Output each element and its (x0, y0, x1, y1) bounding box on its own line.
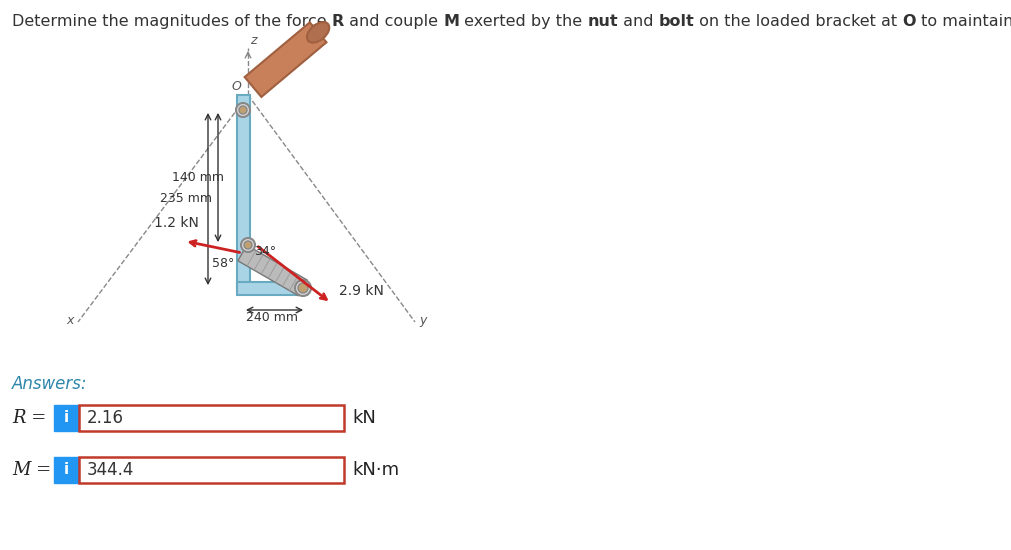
Text: 140 mm: 140 mm (172, 171, 224, 184)
Text: 34°: 34° (254, 245, 276, 258)
Text: kN·m: kN·m (352, 461, 399, 479)
Text: i: i (64, 463, 69, 477)
Text: 344.4: 344.4 (87, 461, 134, 479)
Text: 235 mm: 235 mm (160, 192, 212, 206)
Circle shape (244, 241, 252, 249)
Text: M: M (443, 14, 459, 29)
Text: bolt: bolt (658, 14, 695, 29)
Text: O: O (232, 80, 242, 93)
Text: R: R (332, 14, 344, 29)
Text: Determine the magnitudes of the force: Determine the magnitudes of the force (12, 14, 332, 29)
Text: 2.9 kN: 2.9 kN (339, 284, 384, 298)
Text: O: O (903, 14, 916, 29)
FancyBboxPatch shape (79, 405, 344, 431)
FancyBboxPatch shape (54, 405, 78, 431)
Text: on the loaded bracket at: on the loaded bracket at (695, 14, 903, 29)
Circle shape (236, 103, 250, 117)
Text: R =: R = (12, 409, 47, 427)
Circle shape (295, 280, 311, 296)
Text: 240 mm: 240 mm (246, 311, 297, 324)
Text: M =: M = (12, 461, 52, 479)
Polygon shape (238, 245, 307, 296)
Circle shape (239, 106, 247, 114)
Text: to maintain equilibrium.: to maintain equilibrium. (916, 14, 1011, 29)
FancyBboxPatch shape (79, 457, 344, 483)
Text: Answers:: Answers: (12, 375, 88, 393)
Ellipse shape (307, 22, 330, 43)
Polygon shape (237, 95, 250, 288)
Text: y: y (419, 314, 427, 327)
Text: kN: kN (352, 409, 376, 427)
Text: and couple: and couple (344, 14, 443, 29)
Text: 58°: 58° (212, 257, 235, 270)
Circle shape (241, 238, 255, 252)
Text: x: x (66, 314, 74, 327)
Text: exerted by the: exerted by the (459, 14, 587, 29)
Circle shape (298, 283, 308, 293)
Polygon shape (237, 282, 306, 294)
Text: and: and (618, 14, 658, 29)
Text: z: z (250, 34, 257, 47)
Text: i: i (64, 410, 69, 426)
Text: nut: nut (587, 14, 618, 29)
Text: 2.16: 2.16 (87, 409, 124, 427)
Polygon shape (245, 23, 327, 97)
FancyBboxPatch shape (54, 457, 78, 483)
Text: 1.2 kN: 1.2 kN (154, 216, 199, 230)
